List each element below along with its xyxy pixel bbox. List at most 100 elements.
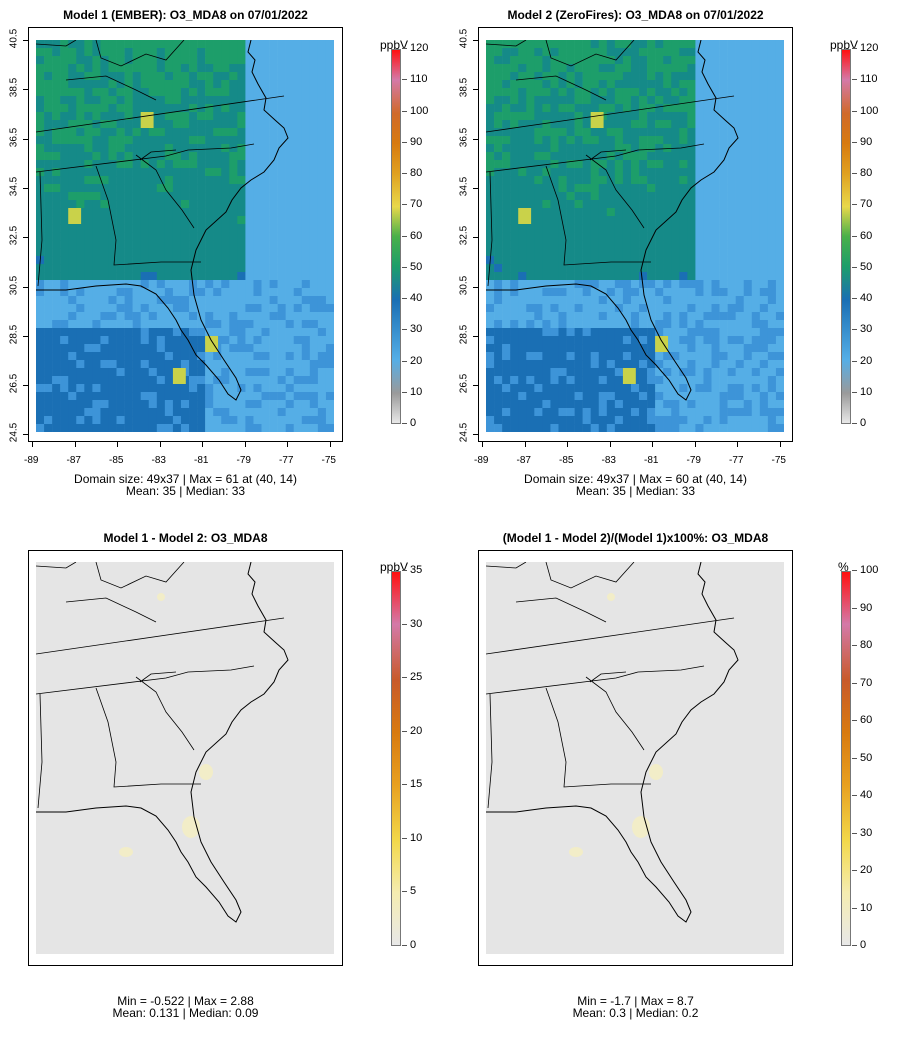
grid-cell: [269, 80, 278, 89]
grid-cell: [598, 136, 608, 145]
grid-cell: [671, 192, 680, 201]
grid-cell: [767, 136, 777, 145]
grid-cell: [622, 344, 632, 353]
grid-cell: [494, 384, 503, 393]
grid-cell: [542, 384, 551, 393]
grid-cell: [148, 312, 158, 321]
grid-cell: [767, 416, 777, 425]
grid-cell: [172, 360, 182, 369]
grid-cell: [68, 264, 77, 273]
grid-cell: [663, 416, 672, 425]
grid-cell: [775, 96, 784, 105]
grid-cell: [735, 312, 745, 321]
grid-cell: [180, 280, 190, 289]
grid-cell: [550, 368, 559, 377]
grid-cell: [108, 416, 117, 425]
grid-cell: [253, 64, 262, 73]
grid-cell: [751, 240, 761, 249]
grid-cell: [60, 144, 69, 153]
grid-cell: [558, 40, 567, 49]
grid-cell: [124, 312, 133, 321]
grid-cell: [679, 224, 688, 233]
grid-cell: [237, 232, 246, 241]
grid-cell: [229, 384, 238, 393]
x-tick-label: -79: [686, 455, 701, 466]
grid-cell: [36, 424, 45, 432]
panel1-stats-line2: Mean: 35 | Median: 33: [125, 484, 246, 498]
grid-cell: [261, 184, 270, 193]
grid-cell: [261, 48, 270, 57]
grid-cell: [132, 280, 141, 289]
grid-cell: [156, 144, 166, 153]
grid-cell: [269, 424, 278, 432]
grid-cell: [229, 224, 238, 233]
panel4-stats-line2: Mean: 0.3 | Median: 0.2: [572, 1006, 699, 1020]
grid-cell: [711, 376, 720, 385]
grid-cell: [526, 240, 535, 249]
grid-cell: [655, 48, 664, 57]
grid-cell: [622, 128, 632, 137]
colorbar-tick-label: 110: [402, 73, 428, 86]
grid-cell: [687, 392, 696, 401]
grid-cell: [639, 360, 648, 369]
grid-cell: [44, 48, 53, 57]
grid-cell: [76, 48, 85, 57]
grid-cell: [486, 96, 495, 105]
grid-cell: [582, 240, 591, 249]
grid-cell: [639, 40, 648, 49]
grid-cell: [44, 152, 53, 161]
grid-cell: [36, 160, 45, 169]
grid-cell: [510, 128, 519, 137]
grid-cell: [317, 144, 327, 153]
grid-cell: [663, 112, 672, 121]
grid-cell: [775, 368, 784, 377]
grid-cell: [711, 304, 720, 313]
grid-cell: [156, 392, 166, 401]
grid-cell: [245, 168, 254, 177]
grid-cell: [574, 360, 583, 369]
grid-cell: [526, 384, 535, 393]
grid-cell: [68, 328, 77, 337]
x-tick-mark: [652, 442, 653, 447]
grid-cell: [293, 240, 303, 249]
grid-cell: [309, 64, 319, 73]
grid-cell: [526, 272, 535, 281]
grid-cell: [695, 232, 704, 241]
grid-cell: [622, 184, 632, 193]
grid-cell: [590, 48, 600, 57]
grid-cell: [237, 136, 246, 145]
grid-cell: [630, 408, 640, 417]
grid-cell: [630, 152, 640, 161]
grid-cell: [494, 256, 503, 265]
grid-cell: [205, 168, 214, 177]
grid-cell: [325, 104, 334, 113]
grid-cell: [574, 168, 583, 177]
grid-cell: [486, 160, 495, 169]
grid-cell: [309, 88, 319, 97]
grid-cell: [317, 176, 327, 185]
grid-cell: [630, 160, 640, 169]
grid-cell: [325, 280, 334, 289]
grid-cell: [269, 288, 278, 297]
grid-cell: [277, 80, 286, 89]
grid-cell: [140, 72, 150, 81]
grid-cell: [52, 408, 61, 417]
grid-cell: [180, 176, 190, 185]
grid-cell: [574, 96, 583, 105]
grid-cell: [293, 296, 303, 305]
grid-cell: [261, 408, 270, 417]
grid-cell: [775, 344, 784, 353]
grid-cell: [598, 256, 608, 265]
grid-cell: [317, 304, 327, 313]
grid-cell: [36, 192, 45, 201]
grid-cell: [197, 336, 206, 345]
grid-cell: [526, 304, 535, 313]
grid-cell: [647, 232, 656, 241]
grid-cell: [237, 192, 246, 201]
grid-cell: [213, 88, 222, 97]
positive-difference-area: [199, 764, 213, 780]
grid-cell: [156, 104, 166, 113]
grid-cell: [52, 216, 61, 225]
grid-cell: [775, 392, 784, 401]
grid-cell: [317, 288, 327, 297]
